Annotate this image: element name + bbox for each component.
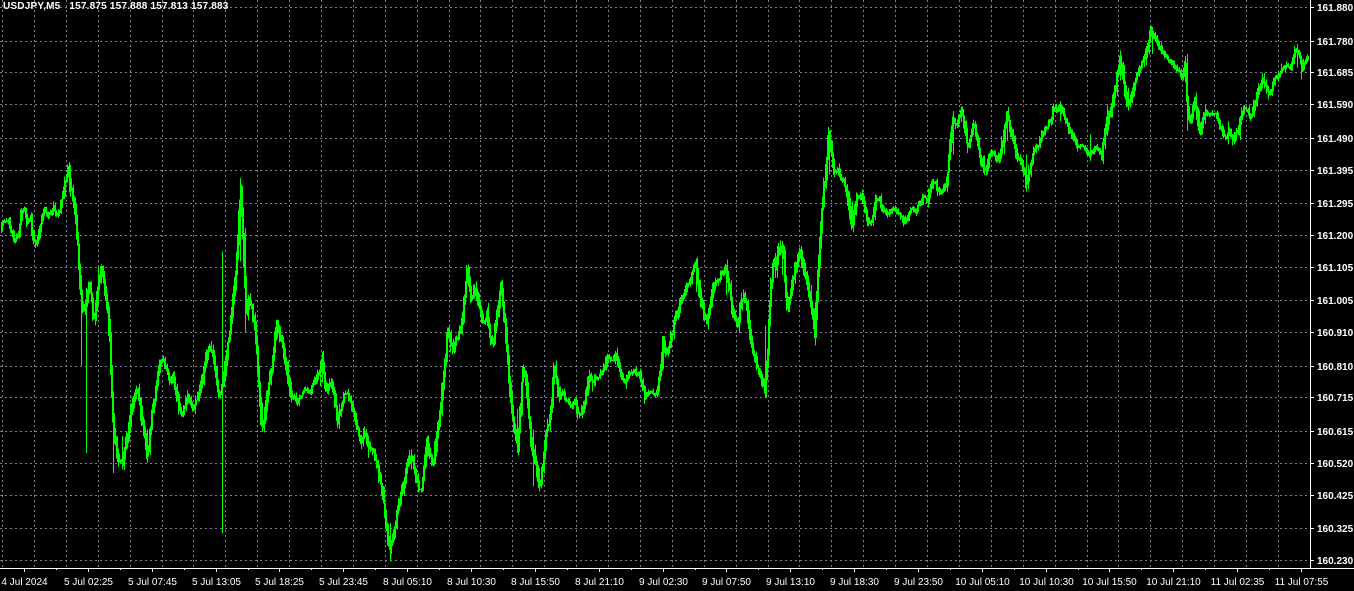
price-axis-label: 161.780 [1317, 37, 1354, 48]
price-axis-label: 160.325 [1317, 524, 1354, 535]
price-axis-label: 161.105 [1317, 263, 1354, 274]
time-axis-label: 5 Jul 13:05 [192, 577, 241, 588]
time-axis-label: 10 Jul 21:10 [1146, 577, 1201, 588]
time-axis-label: 8 Jul 10:30 [447, 577, 496, 588]
time-axis-label: 4 Jul 2024 [1, 577, 48, 588]
time-axis-label: 8 Jul 15:50 [511, 577, 560, 588]
price-axis-label: 161.880 [1317, 3, 1354, 14]
time-axis-label: 8 Jul 21:10 [575, 577, 624, 588]
time-axis-label: 11 Jul 02:35 [1211, 577, 1265, 588]
ohlc-values: 157.875 157.888 157.813 157.883 [69, 1, 229, 12]
time-axis-label: 9 Jul 07:50 [702, 577, 751, 588]
price-axis-label: 160.425 [1317, 491, 1354, 502]
price-axis-label: 161.490 [1317, 134, 1354, 145]
grid-lines [0, 0, 1310, 568]
price-axis-label: 161.395 [1317, 166, 1354, 177]
time-axis-label: 5 Jul 07:45 [128, 577, 177, 588]
time-axis-label: 5 Jul 02:25 [64, 577, 113, 588]
price-axis-label: 161.200 [1317, 231, 1354, 242]
time-axis-label: 9 Jul 02:30 [639, 577, 688, 588]
price-axis-label: 160.230 [1317, 556, 1354, 567]
time-axis-label: 11 Jul 07:55 [1275, 577, 1329, 588]
price-axis[interactable]: 161.880 161.780 161.685 161.590 161.490 161.3… [1310, 3, 1354, 567]
time-axis-label: 5 Jul 23:45 [319, 577, 368, 588]
time-axis-label: 10 Jul 10:30 [1019, 577, 1074, 588]
price-axis-label: 161.005 [1317, 296, 1354, 307]
time-axis-label: 10 Jul 15:50 [1082, 577, 1137, 588]
price-series-wicks [81, 27, 1298, 562]
time-axis-label: 5 Jul 18:25 [255, 577, 304, 588]
time-axis-label: 8 Jul 05:10 [383, 577, 432, 588]
symbol-period-label: USDJPY,M5 [3, 1, 61, 12]
price-axis-label: 161.685 [1317, 68, 1354, 79]
price-axis-label: 160.615 [1317, 427, 1354, 438]
axis-lines [0, 0, 1354, 569]
price-series-bars [1, 25, 1309, 554]
time-axis[interactable]: 4 Jul 2024 5 Jul 02:25 5 Jul 07:45 5 Jul 13… [1, 568, 1329, 588]
price-axis-label: 160.715 [1317, 393, 1354, 404]
time-axis-label: 10 Jul 05:10 [955, 577, 1010, 588]
time-axis-label: 9 Jul 18:30 [830, 577, 879, 588]
price-axis-label: 161.590 [1317, 100, 1354, 111]
price-axis-label: 160.810 [1317, 362, 1354, 373]
time-axis-label: 9 Jul 23:50 [894, 577, 943, 588]
chart-title-overlay: USDJPY,M5 157.875 157.888 157.813 157.883 [3, 1, 229, 12]
time-axis-label: 9 Jul 13:10 [766, 577, 815, 588]
price-axis-label: 160.910 [1317, 328, 1354, 339]
price-axis-label: 161.295 [1317, 199, 1354, 210]
price-axis-label: 160.520 [1317, 459, 1354, 470]
